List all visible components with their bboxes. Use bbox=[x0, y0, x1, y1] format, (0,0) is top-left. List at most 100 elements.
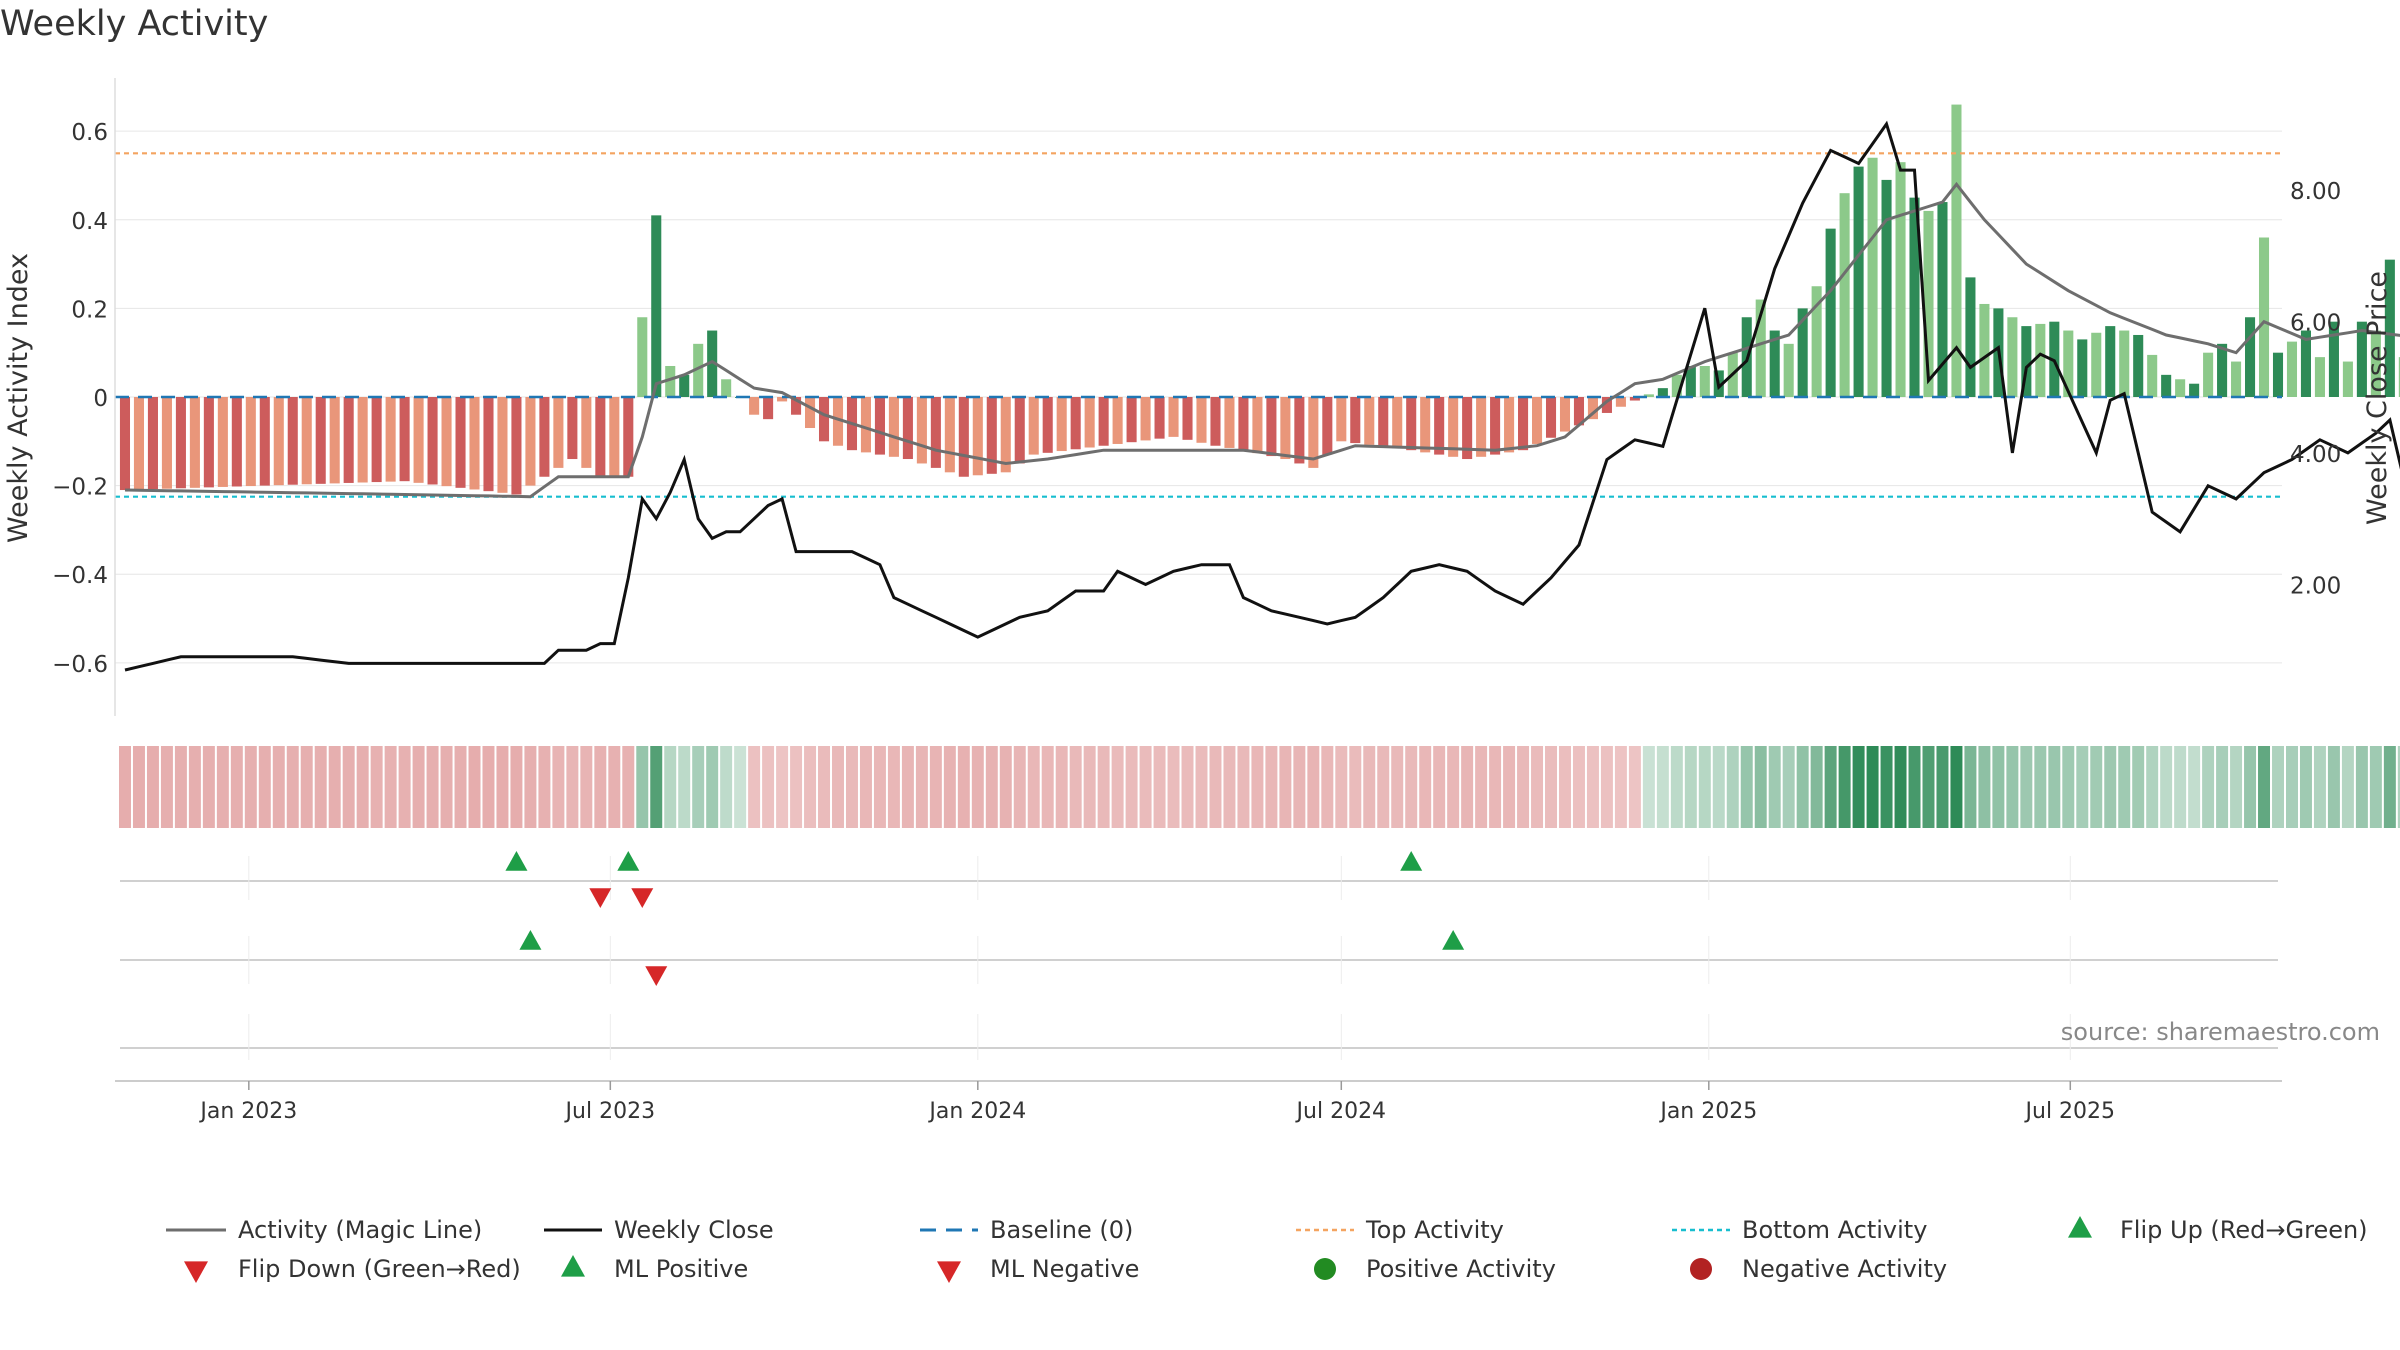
activity-bar bbox=[1364, 397, 1375, 445]
activity-bar bbox=[888, 397, 899, 457]
heat-cell bbox=[2104, 746, 2117, 828]
heat-cell bbox=[440, 746, 453, 828]
activity-bar bbox=[287, 397, 298, 485]
activity-bar bbox=[1140, 397, 1151, 441]
y-tick-label: −0.2 bbox=[52, 475, 108, 501]
heat-cell bbox=[943, 746, 956, 828]
activity-bar bbox=[1224, 397, 1235, 448]
activity-bar bbox=[1462, 397, 1473, 460]
activity-bar bbox=[2007, 317, 2018, 397]
activity-bar bbox=[343, 397, 354, 483]
heat-cell bbox=[692, 746, 705, 828]
source-label: source: sharemaestro.com bbox=[2061, 1018, 2380, 1046]
heat-cell bbox=[1684, 746, 1697, 828]
activity-bar bbox=[189, 397, 200, 488]
y2-tick-label: 4.00 bbox=[2290, 442, 2341, 468]
activity-bar bbox=[133, 397, 144, 490]
activity-bar bbox=[609, 397, 620, 477]
activity-bar bbox=[2384, 259, 2395, 397]
heat-cell bbox=[1279, 746, 1292, 828]
y-tick-label: 0.2 bbox=[71, 297, 108, 323]
heat-cell bbox=[1852, 746, 1865, 828]
flip-up-marker bbox=[505, 851, 528, 871]
heat-cell bbox=[1209, 746, 1222, 828]
activity-bar bbox=[1098, 397, 1109, 446]
activity-bar bbox=[455, 397, 466, 488]
heat-cell bbox=[1167, 746, 1180, 828]
heat-cell bbox=[957, 746, 970, 828]
activity-bar bbox=[1965, 277, 1976, 398]
chart-title: Weekly Activity bbox=[0, 4, 269, 44]
heat-cell bbox=[859, 746, 872, 828]
flip-down-marker bbox=[589, 888, 612, 908]
heat-cell bbox=[468, 746, 481, 828]
heat-cell bbox=[258, 746, 271, 828]
activity-bar bbox=[2119, 330, 2130, 397]
y-tick-label: 0 bbox=[93, 386, 108, 412]
activity-bar bbox=[637, 317, 648, 397]
heat-cell bbox=[2341, 746, 2354, 828]
x-tick-label: Jan 2024 bbox=[927, 1099, 1026, 1124]
legend-label: Top Activity bbox=[1365, 1216, 1504, 1244]
heat-cell bbox=[2216, 746, 2229, 828]
legend-flip-down-swatch bbox=[184, 1261, 208, 1283]
activity-bar bbox=[1811, 286, 1822, 397]
activity-bar bbox=[1601, 397, 1612, 413]
activity-bar bbox=[791, 397, 802, 415]
heat-cell bbox=[1125, 746, 1138, 828]
heat-cell bbox=[720, 746, 733, 828]
activity-bar bbox=[2398, 357, 2400, 398]
activity-bar bbox=[371, 397, 382, 483]
activity-bar bbox=[273, 397, 284, 486]
heat-cell bbox=[1027, 746, 1040, 828]
activity-bar bbox=[525, 397, 536, 486]
heat-cell bbox=[1586, 746, 1599, 828]
heat-cell bbox=[1363, 746, 1376, 828]
activity-bar bbox=[2161, 374, 2172, 397]
heat-cell bbox=[804, 746, 817, 828]
x-tick-label: Jul 2024 bbox=[1295, 1099, 1387, 1124]
legend-label: Activity (Magic Line) bbox=[238, 1216, 482, 1244]
heat-cell bbox=[272, 746, 285, 828]
activity-bar bbox=[651, 215, 662, 397]
heat-cell bbox=[636, 746, 649, 828]
activity-bar bbox=[1797, 308, 1808, 397]
heat-cell bbox=[1880, 746, 1893, 828]
heat-cell bbox=[580, 746, 593, 828]
activity-bar bbox=[581, 397, 592, 468]
heat-cell bbox=[1614, 746, 1627, 828]
heat-cell bbox=[482, 746, 495, 828]
activity-bar bbox=[679, 374, 690, 397]
heat-cell bbox=[2090, 746, 2103, 828]
activity-bar bbox=[2091, 332, 2102, 397]
heat-cell bbox=[915, 746, 928, 828]
heat-cell bbox=[1503, 746, 1516, 828]
activity-bar bbox=[2175, 379, 2186, 397]
heat-cell bbox=[650, 746, 663, 828]
heat-cell bbox=[1335, 746, 1348, 828]
heat-cell bbox=[734, 746, 747, 828]
activity-bar bbox=[567, 397, 578, 460]
heat-cell bbox=[1628, 746, 1641, 828]
heat-cell bbox=[1475, 746, 1488, 828]
heat-cell bbox=[2286, 746, 2298, 828]
activity-bar bbox=[1084, 397, 1095, 448]
activity-bar bbox=[1671, 374, 1682, 397]
activity-bar bbox=[1336, 397, 1347, 442]
heat-cell bbox=[2188, 746, 2201, 828]
activity-bar bbox=[1112, 397, 1123, 444]
heat-cell bbox=[328, 746, 341, 828]
activity-bar bbox=[818, 397, 830, 442]
heat-cell bbox=[370, 746, 383, 828]
heat-cell bbox=[2383, 746, 2396, 828]
heat-cell bbox=[1153, 746, 1166, 828]
heat-cell bbox=[552, 746, 565, 828]
flip-up-marker bbox=[617, 851, 640, 871]
x-tick-label: Jan 2025 bbox=[1658, 1099, 1757, 1124]
activity-bar bbox=[1210, 397, 1221, 446]
heat-cell bbox=[1433, 746, 1446, 828]
activity-bar bbox=[1685, 365, 1696, 397]
activity-bar bbox=[1308, 397, 1319, 468]
weekly-close-line bbox=[124, 120, 2400, 672]
